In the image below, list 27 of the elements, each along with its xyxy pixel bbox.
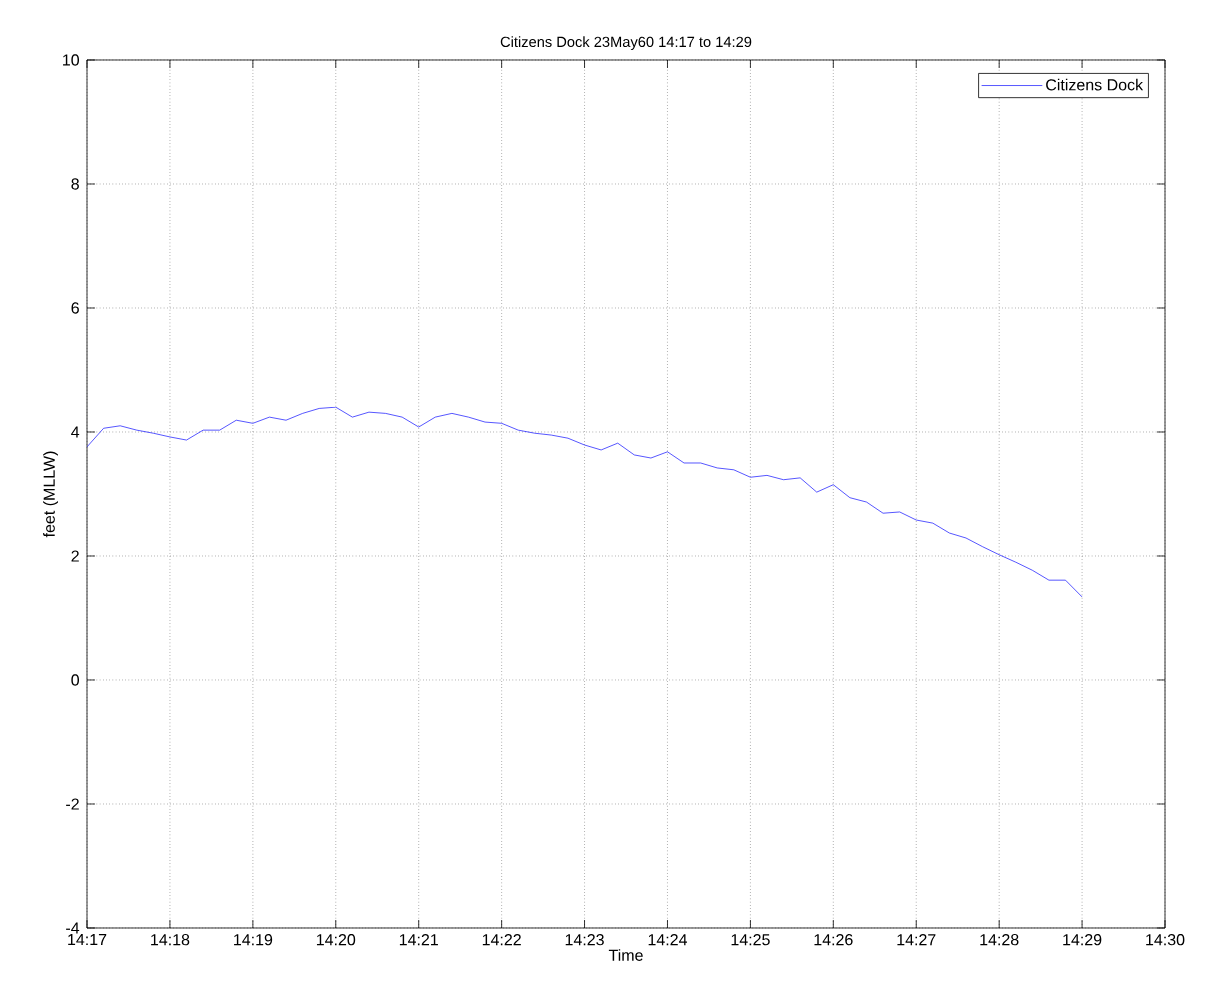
y-tick-label: -4 xyxy=(66,922,80,934)
y-tick-label: 6 xyxy=(71,302,79,314)
x-tick-label: 14:23 xyxy=(565,934,604,946)
x-tick-label: 14:25 xyxy=(731,934,770,946)
x-tick-label: 14:30 xyxy=(1146,934,1185,946)
y-tick-label: -2 xyxy=(66,798,79,810)
x-tick-label: 14:27 xyxy=(897,934,936,946)
x-tick-label: 14:22 xyxy=(482,934,521,946)
x-tick-label: 14:29 xyxy=(1063,934,1102,946)
legend-label: Citizens Dock xyxy=(1046,78,1144,91)
x-tick-label: 14:28 xyxy=(980,934,1019,946)
y-tick-label: 2 xyxy=(71,550,79,562)
x-axis-title: Time xyxy=(608,949,643,961)
y-tick-label: 0 xyxy=(71,674,80,686)
y-tick-label: 8 xyxy=(71,178,79,190)
y-tick-label: 4 xyxy=(71,426,80,438)
x-tick-label: 14:20 xyxy=(316,934,356,946)
x-tick-label: 14:24 xyxy=(648,934,688,946)
x-tick-label: 14:21 xyxy=(399,934,438,946)
x-tick-label: 14:26 xyxy=(814,934,853,946)
x-tick-label: 14:18 xyxy=(151,934,190,946)
y-axis-title: feet (MLLW) xyxy=(43,451,58,538)
chart-title: Citizens Dock 23May60 14:17 to 14:29 xyxy=(500,36,752,50)
x-tick-label: 14:19 xyxy=(234,934,273,946)
y-tick-label: 10 xyxy=(63,54,80,66)
line-series xyxy=(87,406,1083,598)
x-tick-label: 14:17 xyxy=(68,934,107,946)
